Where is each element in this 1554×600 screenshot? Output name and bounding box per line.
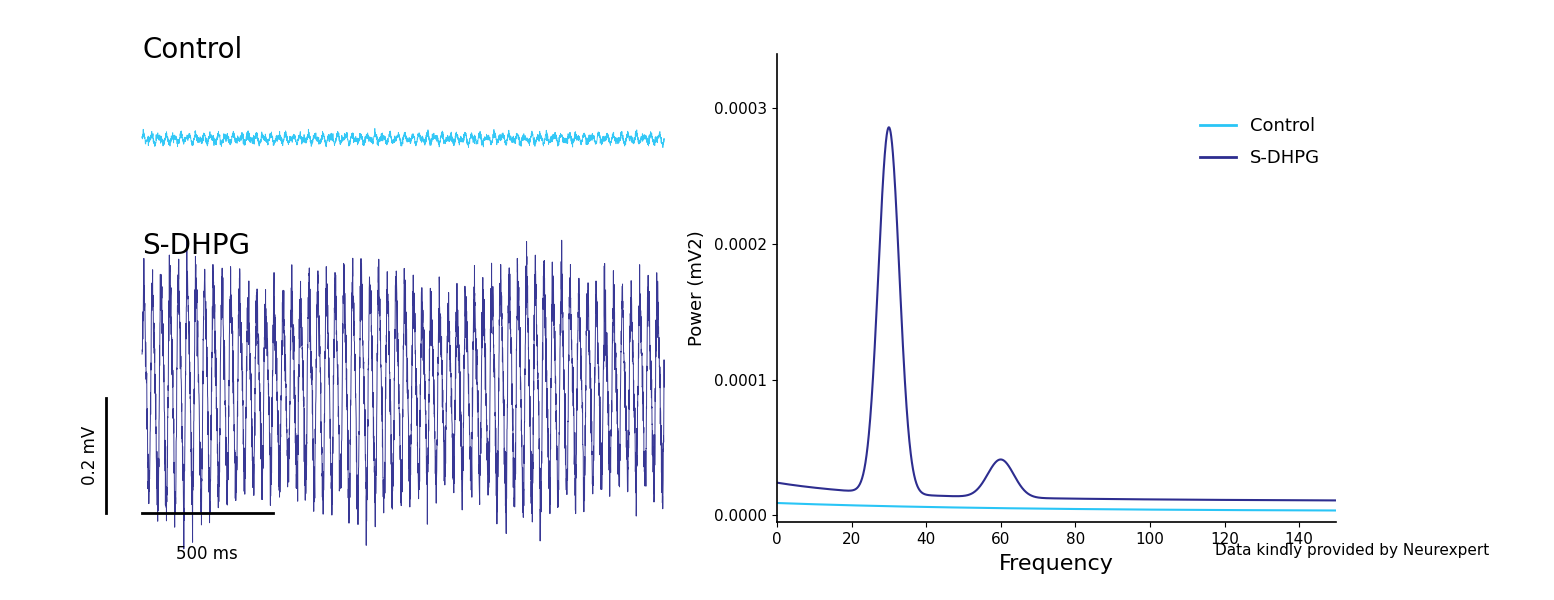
- Text: 500 ms: 500 ms: [177, 545, 238, 563]
- X-axis label: Frequency: Frequency: [999, 554, 1114, 574]
- Legend: Control, S-DHPG: Control, S-DHPG: [1192, 110, 1327, 175]
- Text: S-DHPG: S-DHPG: [141, 232, 250, 260]
- Text: Control: Control: [141, 36, 242, 64]
- Text: 0.2 mV: 0.2 mV: [81, 426, 99, 485]
- Y-axis label: Power (mV2): Power (mV2): [688, 230, 706, 346]
- Text: Data kindly provided by Neurexpert: Data kindly provided by Neurexpert: [1215, 543, 1489, 558]
